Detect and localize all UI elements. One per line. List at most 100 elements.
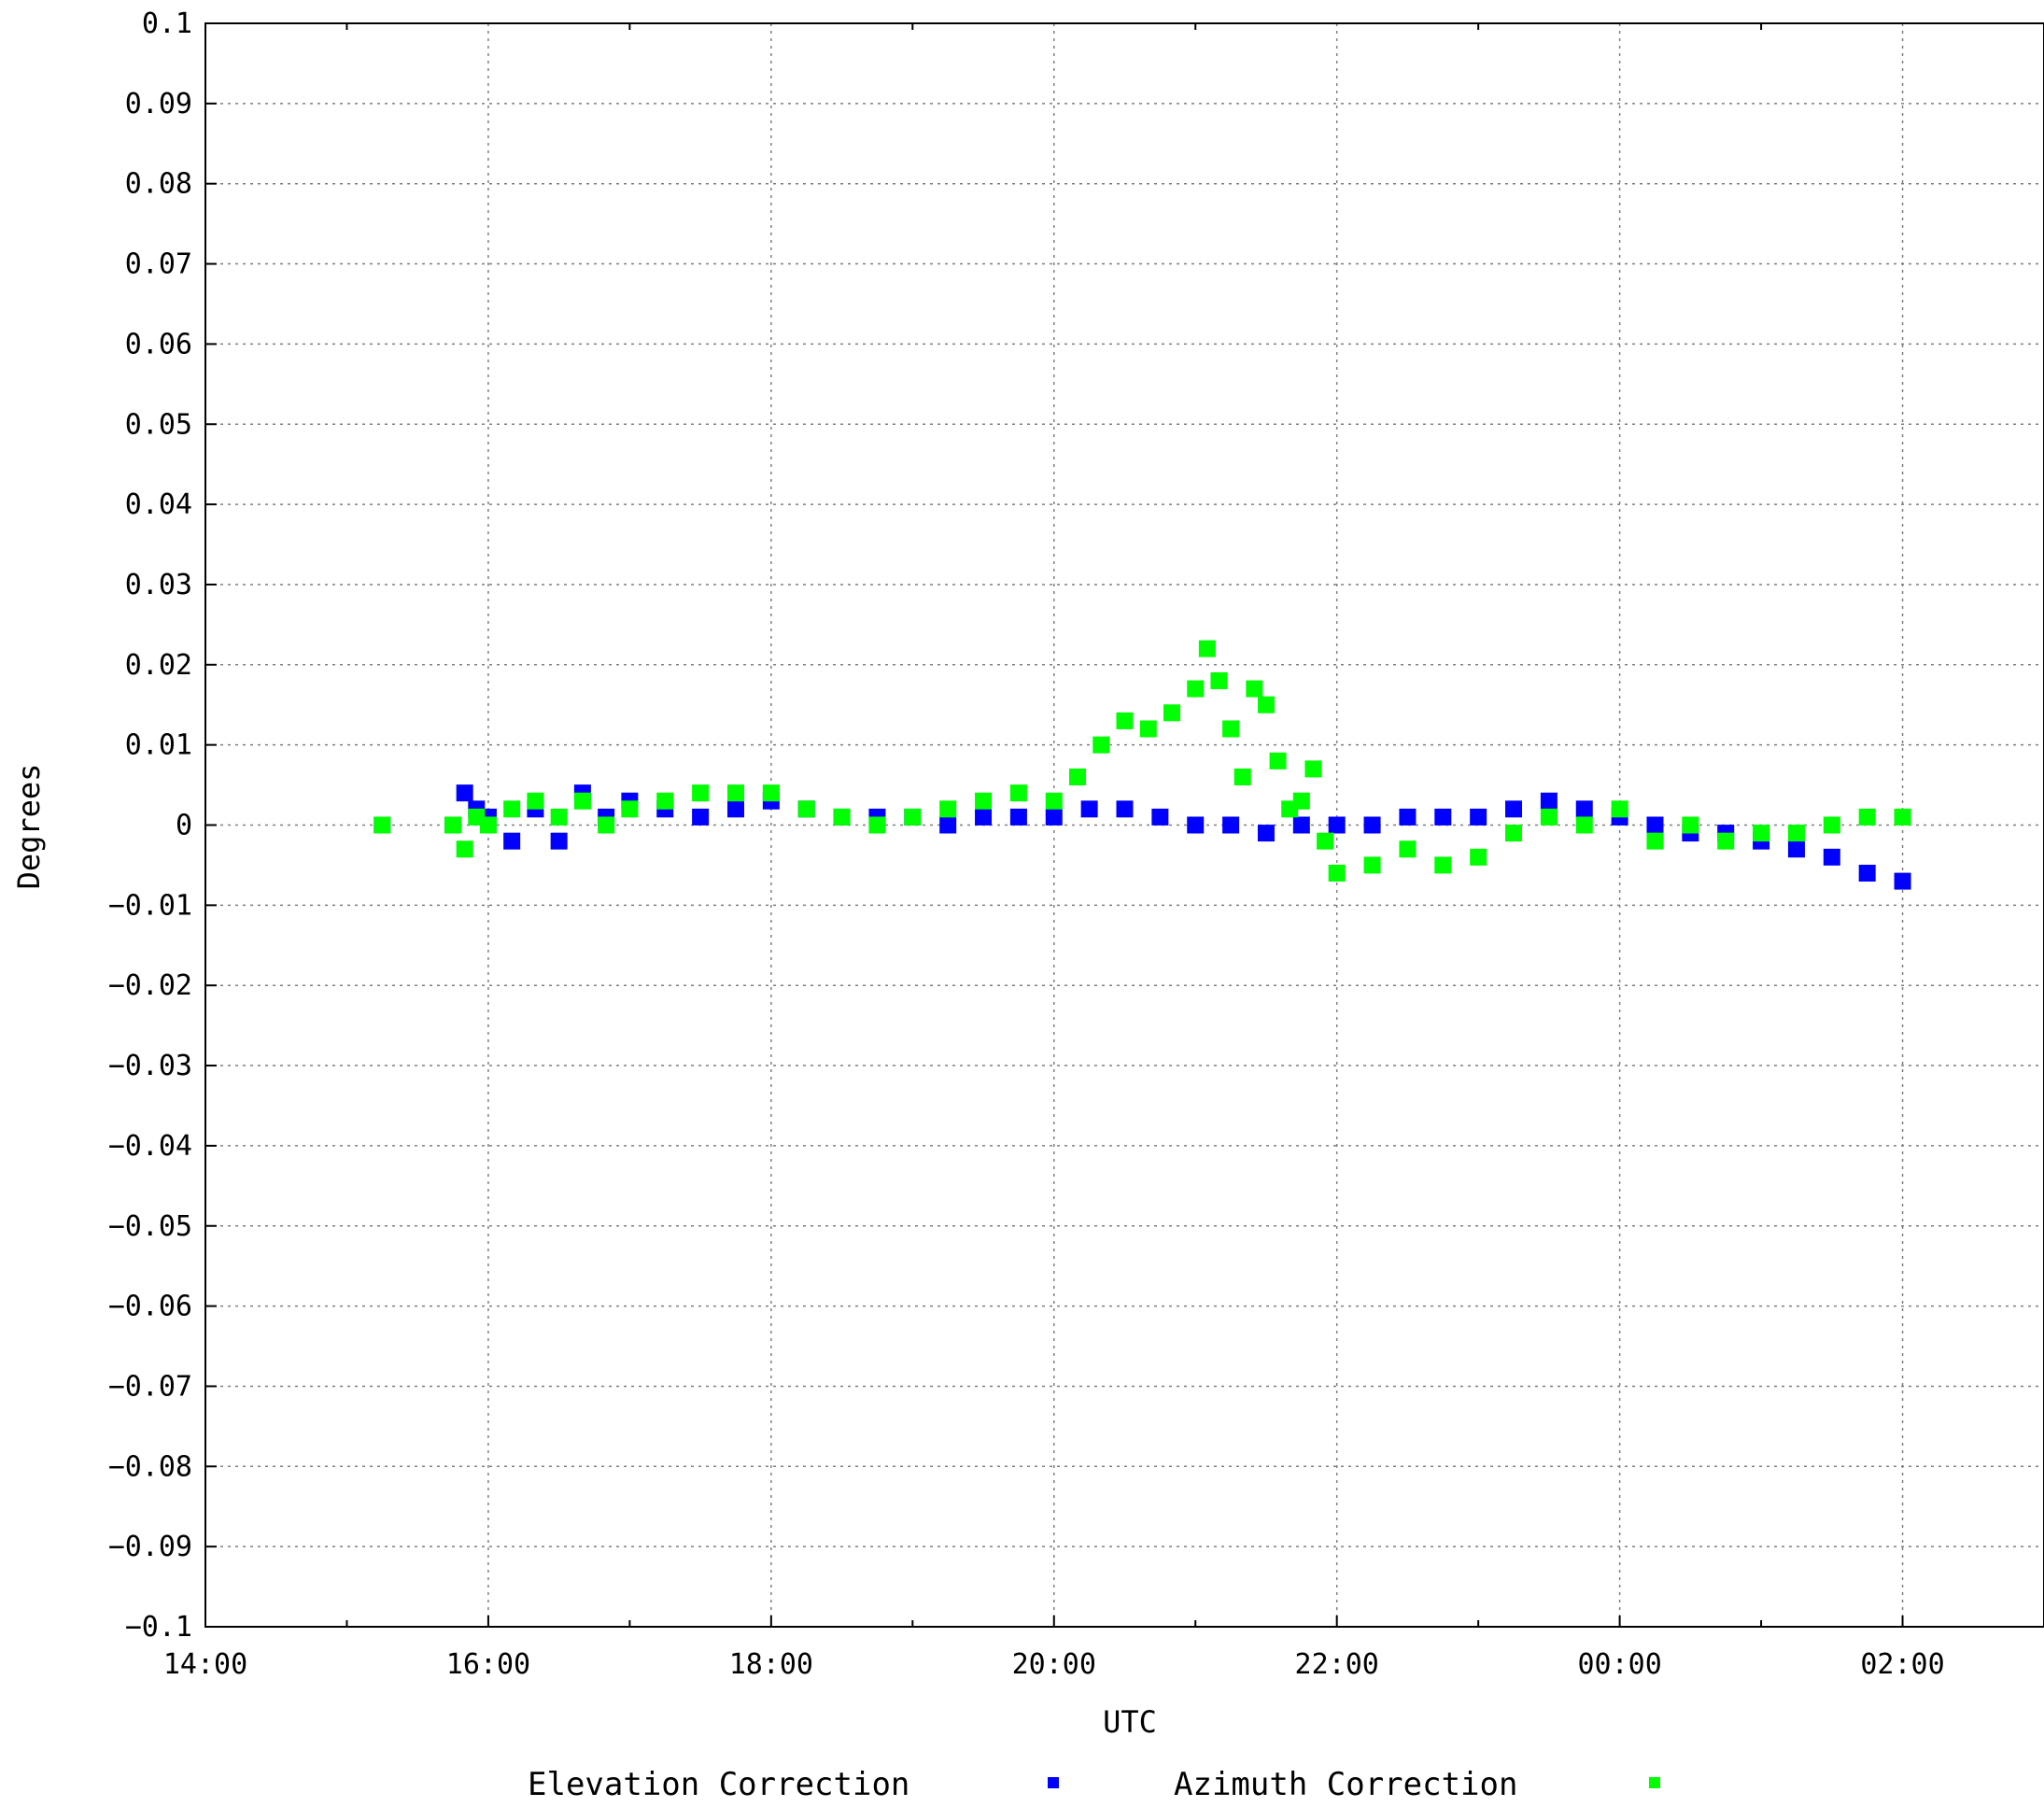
- data-point: [1092, 736, 1110, 754]
- data-point: [1116, 800, 1134, 818]
- data-point: [1858, 865, 1876, 882]
- data-point: [456, 784, 473, 802]
- y-tick-label: −0.1: [125, 1611, 192, 1644]
- data-point: [1210, 671, 1228, 689]
- data-point: [1823, 848, 1840, 866]
- data-point: [1151, 808, 1169, 826]
- y-tick-label: 0.05: [125, 408, 192, 441]
- data-point: [1222, 720, 1240, 738]
- x-axis-title: UTC: [1103, 1704, 1157, 1740]
- y-tick-label: −0.09: [108, 1531, 192, 1563]
- data-point: [1399, 808, 1417, 826]
- x-tick-label: 00:00: [1577, 1648, 1661, 1681]
- data-point: [1080, 800, 1098, 818]
- data-point: [550, 808, 568, 826]
- data-point: [1269, 752, 1287, 769]
- data-point: [656, 792, 674, 810]
- data-point: [598, 816, 615, 834]
- data-point: [1611, 800, 1628, 818]
- y-tick-label: 0.1: [142, 7, 192, 40]
- data-point: [1823, 816, 1840, 834]
- data-point: [573, 792, 591, 810]
- data-point: [1328, 865, 1346, 882]
- data-point: [1163, 704, 1180, 722]
- y-tick-label: 0.06: [125, 328, 192, 360]
- x-tick-label: 02:00: [1860, 1648, 1944, 1681]
- data-point: [1399, 840, 1417, 858]
- y-tick-label: 0.08: [125, 168, 192, 201]
- data-point: [904, 808, 922, 826]
- data-point: [833, 808, 851, 826]
- legend-marker-elevation: [1048, 1777, 1059, 1788]
- data-point: [692, 784, 710, 802]
- data-point: [797, 800, 815, 818]
- legend-label-azimuth: Azimuth Correction: [1174, 1766, 1517, 1803]
- y-tick-label: 0.04: [125, 488, 192, 521]
- y-axis-ticks: 0.1 0.09 0.08 0.07 0.06 0.05 0.04 0.03 0.02 0.01 0…: [108, 7, 217, 1644]
- y-tick-label: −0.06: [108, 1291, 192, 1323]
- data-point: [1575, 800, 1593, 818]
- data-point: [550, 832, 568, 850]
- x-tick-label: 22:00: [1295, 1648, 1379, 1681]
- data-point: [1682, 816, 1699, 834]
- x-tick-label: 18:00: [729, 1648, 813, 1681]
- data-point: [1717, 832, 1735, 850]
- data-point: [503, 800, 521, 818]
- x-axis-ticks: 14:00 16:00 18:00 20:00 22:00 00:00 02:00: [163, 23, 1945, 1681]
- y-tick-label: −0.07: [108, 1370, 192, 1403]
- data-point: [1505, 800, 1523, 818]
- data-point: [1187, 816, 1205, 834]
- data-point: [1233, 768, 1251, 785]
- data-point: [975, 808, 993, 826]
- data-point: [1540, 792, 1558, 810]
- data-point: [1257, 696, 1275, 713]
- y-tick-label: −0.01: [108, 889, 192, 922]
- data-point: [1434, 856, 1452, 874]
- data-point: [1787, 825, 1805, 842]
- data-point: [1317, 832, 1334, 850]
- data-point: [762, 784, 780, 802]
- legend: Elevation Correction Azimuth Correction: [528, 1766, 1660, 1803]
- data-point: [1575, 816, 1593, 834]
- data-point: [1787, 840, 1805, 858]
- series-elevation: [374, 784, 1911, 890]
- x-tick-label: 14:00: [163, 1648, 247, 1681]
- legend-marker-azimuth: [1649, 1777, 1660, 1788]
- y-tick-label: 0.03: [125, 569, 192, 601]
- data-point: [1246, 680, 1263, 698]
- data-point: [1505, 825, 1523, 842]
- data-point: [939, 816, 957, 834]
- data-point: [1646, 832, 1664, 850]
- data-point: [1009, 808, 1027, 826]
- data-point: [374, 816, 391, 834]
- data-point: [1470, 808, 1487, 826]
- data-point: [1069, 768, 1087, 785]
- data-point: [726, 800, 744, 818]
- data-point: [1139, 720, 1157, 738]
- data-point: [726, 784, 744, 802]
- y-tick-label: −0.02: [108, 969, 192, 1002]
- data-point: [1045, 792, 1063, 810]
- data-point: [1009, 784, 1027, 802]
- data-point: [456, 840, 473, 858]
- data-point: [1257, 825, 1275, 842]
- data-point: [444, 816, 462, 834]
- series-azimuth: [374, 640, 1911, 882]
- data-point: [621, 800, 639, 818]
- y-tick-label: 0.02: [125, 649, 192, 682]
- data-point: [1045, 808, 1063, 826]
- data-point: [1328, 816, 1346, 834]
- x-tick-label: 16:00: [446, 1648, 530, 1681]
- x-tick-label: 20:00: [1012, 1648, 1096, 1681]
- data-point: [1894, 808, 1911, 826]
- data-point: [692, 808, 710, 826]
- y-tick-label: −0.03: [108, 1050, 192, 1082]
- data-point: [1646, 816, 1664, 834]
- data-point: [975, 792, 993, 810]
- data-point: [527, 792, 544, 810]
- data-point: [939, 800, 957, 818]
- y-tick-label: −0.08: [108, 1450, 192, 1483]
- data-point: [1187, 680, 1205, 698]
- data-point: [1292, 816, 1310, 834]
